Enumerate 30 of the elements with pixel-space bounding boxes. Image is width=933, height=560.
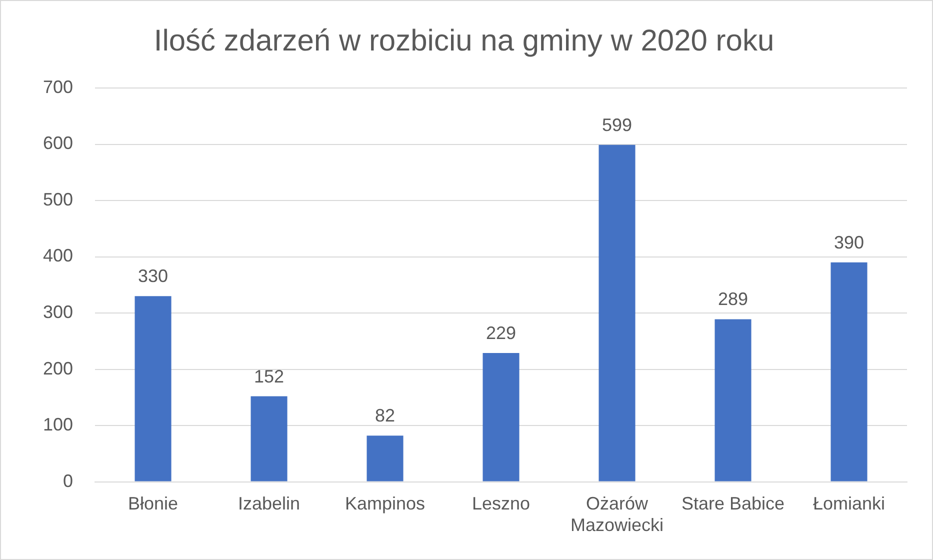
x-tick-label: Stare Babice [681,494,785,514]
x-tick-label: Błonie [128,494,178,514]
y-tick-label: 200 [42,358,74,378]
bar [830,262,868,482]
x-tick-label: Izabelin [238,494,300,514]
y-tick-label: 500 [42,189,74,210]
y-tick-label: 400 [42,246,74,266]
bar [598,144,636,482]
data-label: 390 [834,232,864,252]
y-tick-label: 600 [42,133,74,154]
chart-title: Ilość zdarzeń w rozbiciu na gminy w 2020 roku [154,24,774,58]
data-label: 289 [718,289,748,310]
y-tick-label: 300 [42,302,74,322]
x-tick-label: Łomianki [812,494,886,514]
x-tick-label: Kampinos [344,494,426,514]
data-label: 82 [375,406,396,426]
bar [134,296,172,482]
y-tick-label: 100 [42,414,74,435]
y-tick-label: 700 [42,76,74,97]
x-tick-label: Ożarów Mazowiecki [570,494,664,536]
data-label: 152 [254,366,284,386]
data-label: 599 [602,114,632,135]
data-label: 229 [486,322,516,343]
x-tick-label: Leszno [472,494,530,514]
bar [714,319,752,482]
bar [250,396,288,482]
y-tick-label: 0 [63,470,74,491]
bar [366,436,404,482]
bar [482,352,520,482]
data-label: 330 [138,266,168,286]
